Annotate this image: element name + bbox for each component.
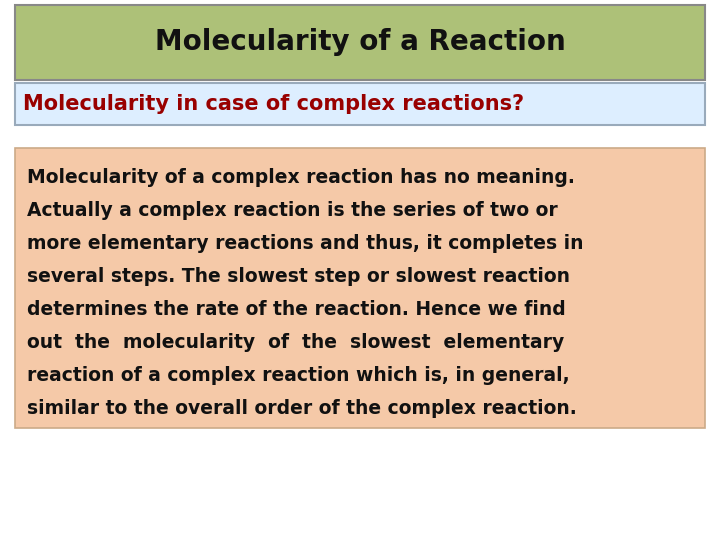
Text: Molecularity of a Reaction: Molecularity of a Reaction [155, 29, 565, 57]
Text: Molecularity in case of complex reactions?: Molecularity in case of complex reaction… [23, 94, 524, 114]
Text: Molecularity of a complex reaction has no meaning.: Molecularity of a complex reaction has n… [27, 168, 575, 187]
FancyBboxPatch shape [15, 148, 705, 428]
Text: reaction of a complex reaction which is, in general,: reaction of a complex reaction which is,… [27, 366, 570, 385]
Text: several steps. The slowest step or slowest reaction: several steps. The slowest step or slowe… [27, 267, 570, 286]
Text: similar to the overall order of the complex reaction.: similar to the overall order of the comp… [27, 399, 577, 418]
Text: Actually a complex reaction is the series of two or: Actually a complex reaction is the serie… [27, 201, 558, 220]
Text: determines the rate of the reaction. Hence we find: determines the rate of the reaction. Hen… [27, 300, 566, 319]
Text: more elementary reactions and thus, it completes in: more elementary reactions and thus, it c… [27, 234, 583, 253]
Text: out  the  molecularity  of  the  slowest  elementary: out the molecularity of the slowest elem… [27, 333, 564, 352]
FancyBboxPatch shape [15, 5, 705, 80]
FancyBboxPatch shape [15, 83, 705, 125]
